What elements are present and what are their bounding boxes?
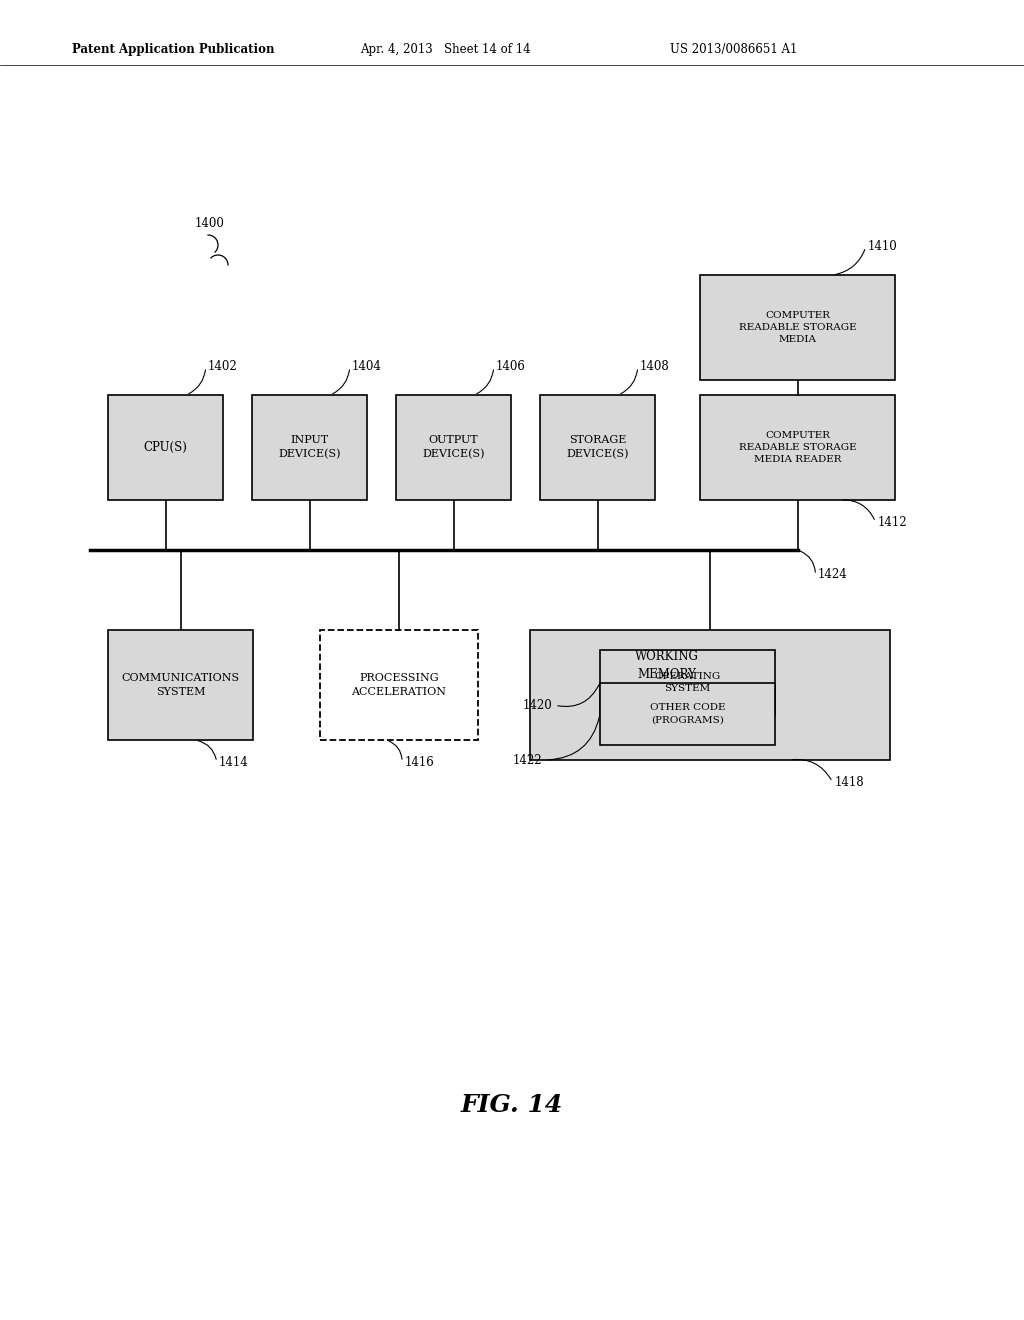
Text: Apr. 4, 2013   Sheet 14 of 14: Apr. 4, 2013 Sheet 14 of 14 <box>360 44 530 57</box>
Text: CPU(S): CPU(S) <box>143 441 187 454</box>
Text: 1418: 1418 <box>835 776 864 788</box>
Text: 1424: 1424 <box>817 569 847 582</box>
Text: 1404: 1404 <box>352 360 382 374</box>
Text: STORAGE
DEVICE(S): STORAGE DEVICE(S) <box>566 436 629 459</box>
Text: INPUT
DEVICE(S): INPUT DEVICE(S) <box>279 436 341 459</box>
Bar <box>600 682 775 744</box>
Bar <box>540 395 655 500</box>
Text: 1414: 1414 <box>219 755 249 768</box>
Text: WORKING
MEMORY: WORKING MEMORY <box>635 649 698 681</box>
Text: OPERATING
SYSTEM: OPERATING SYSTEM <box>654 672 721 693</box>
Bar <box>530 630 890 760</box>
Text: COMPUTER
READABLE STORAGE
MEDIA READER: COMPUTER READABLE STORAGE MEDIA READER <box>738 430 856 465</box>
Text: 1422: 1422 <box>512 754 542 767</box>
Bar <box>600 649 775 715</box>
Text: FIG. 14: FIG. 14 <box>461 1093 563 1117</box>
Bar <box>319 630 478 741</box>
Text: 1402: 1402 <box>208 360 238 374</box>
Text: COMMUNICATIONS
SYSTEM: COMMUNICATIONS SYSTEM <box>122 673 240 697</box>
Bar <box>108 630 253 741</box>
Text: 1420: 1420 <box>522 698 552 711</box>
Text: COMPUTER
READABLE STORAGE
MEDIA: COMPUTER READABLE STORAGE MEDIA <box>738 310 856 345</box>
Bar <box>700 275 895 380</box>
Text: 1408: 1408 <box>640 360 670 374</box>
Text: 1416: 1416 <box>404 755 434 768</box>
Text: 1412: 1412 <box>878 516 907 528</box>
Text: 1400: 1400 <box>195 216 225 230</box>
Bar <box>396 395 511 500</box>
Text: PROCESSING
ACCELERATION: PROCESSING ACCELERATION <box>351 673 446 697</box>
Text: US 2013/0086651 A1: US 2013/0086651 A1 <box>670 44 798 57</box>
Text: OTHER CODE
(PROGRAMS): OTHER CODE (PROGRAMS) <box>650 704 725 725</box>
Bar <box>700 395 895 500</box>
Text: 1410: 1410 <box>867 240 897 253</box>
Text: Patent Application Publication: Patent Application Publication <box>72 44 274 57</box>
Text: OUTPUT
DEVICE(S): OUTPUT DEVICE(S) <box>422 436 484 459</box>
Bar <box>108 395 223 500</box>
Text: 1406: 1406 <box>496 360 525 374</box>
Bar <box>252 395 367 500</box>
